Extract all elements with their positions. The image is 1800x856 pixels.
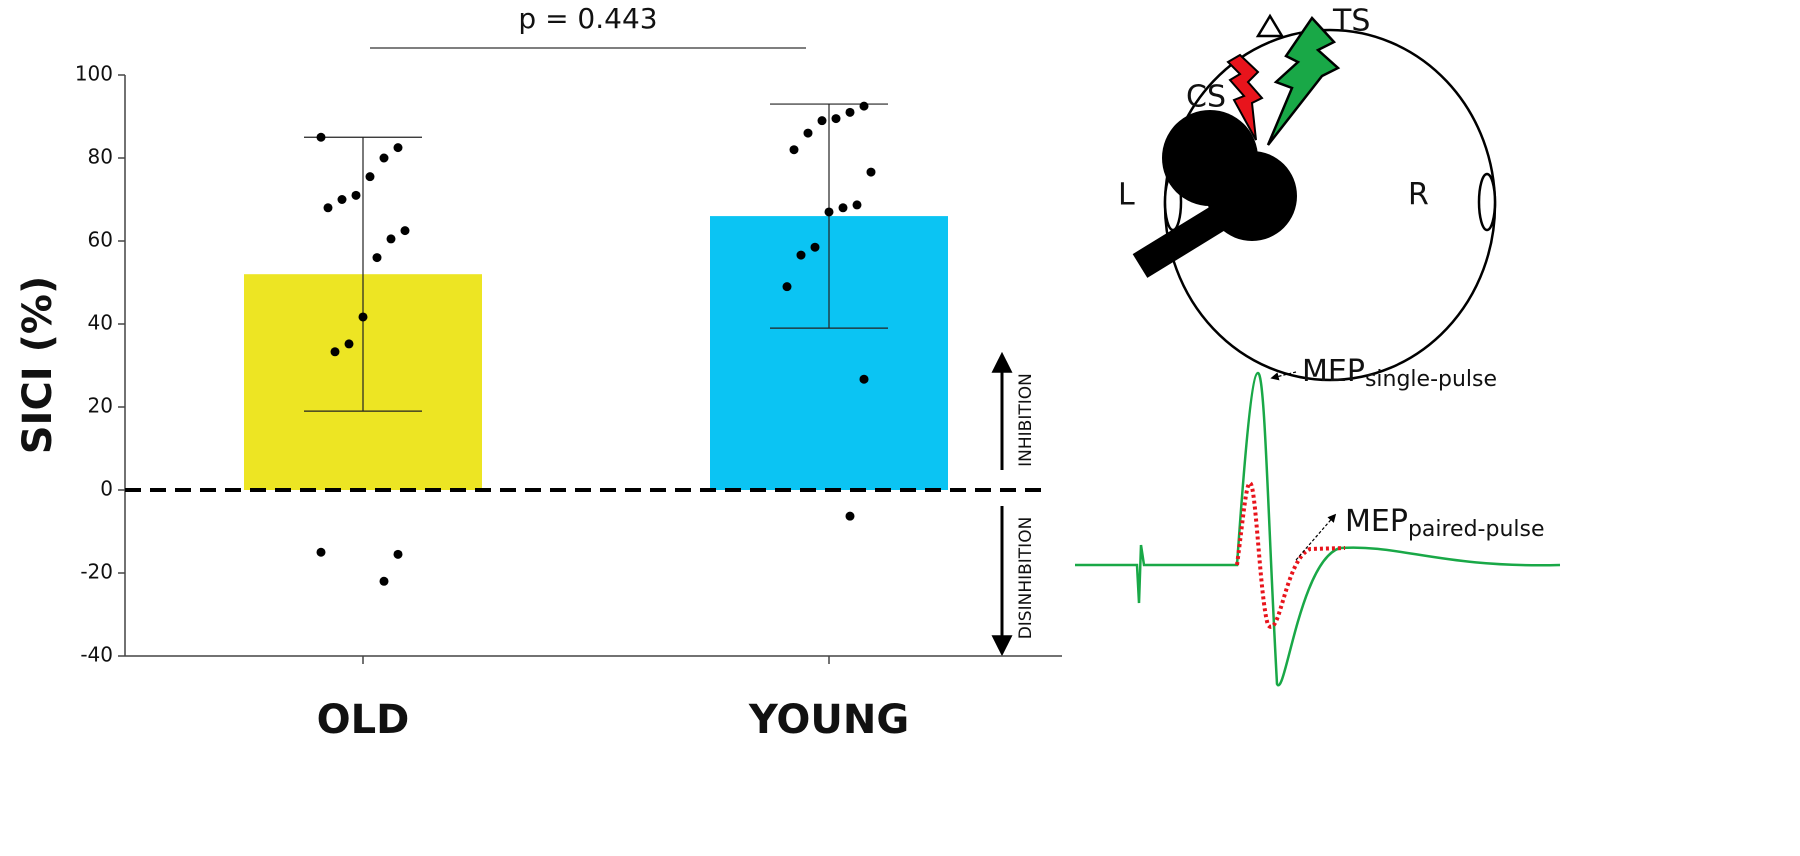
cs-label: CS [1186, 80, 1226, 115]
data-point [316, 132, 326, 142]
data-point [393, 143, 403, 153]
mep-subscript: paired-pulse [1408, 517, 1545, 542]
y-tick-label: 20 [88, 394, 113, 418]
y-tick-label: 100 [75, 62, 113, 86]
mep-single-label: MEPsingle-pulse [1302, 354, 1497, 393]
y-tick-label: 60 [88, 228, 113, 252]
data-point [351, 190, 361, 200]
data-point [859, 101, 869, 111]
y-tick-label: 0 [100, 477, 113, 501]
p-value: p = 0.443 [518, 2, 657, 35]
data-point [393, 549, 403, 559]
data-point [817, 116, 827, 126]
mep-text: MEP [1345, 504, 1408, 539]
data-point [866, 167, 876, 177]
ts-label: TS [1332, 4, 1370, 39]
x-tick-label: OLD [317, 697, 410, 743]
tms-diagram: TS CS L R [1118, 4, 1497, 382]
inhibition-label: INHIBITION [1016, 373, 1036, 467]
data-point [845, 107, 855, 117]
data-point [323, 203, 333, 213]
data-point [365, 172, 375, 182]
data-point [796, 250, 806, 260]
mep-paired-label: MEPpaired-pulse [1345, 504, 1545, 543]
right-label: R [1408, 178, 1429, 213]
data-point [358, 312, 368, 322]
data-point [789, 145, 799, 155]
data-point [344, 339, 354, 349]
data-point [859, 374, 869, 384]
data-point [379, 153, 389, 163]
data-point [316, 547, 326, 557]
y-tick-label: 80 [88, 145, 113, 169]
data-point [330, 347, 340, 357]
data-point [386, 234, 396, 244]
disinhibition-label: DISINHIBITION [1016, 517, 1036, 640]
data-point [824, 207, 834, 217]
mep-subscript: single-pulse [1365, 367, 1497, 392]
data-point [810, 242, 820, 252]
left-label: L [1118, 178, 1135, 213]
data-point [400, 226, 410, 236]
mep-diagram: MEPsingle-pulse MEPpaired-pulse [1075, 354, 1561, 687]
data-point [379, 576, 389, 586]
data-point [831, 114, 841, 124]
data-point [337, 195, 347, 204]
data-point [838, 203, 848, 213]
y-tick-label: -40 [80, 643, 113, 667]
data-point [852, 200, 862, 210]
x-tick-label: YOUNG [748, 697, 909, 743]
data-point [845, 511, 855, 521]
y-tick-label: -20 [80, 560, 113, 584]
y-axis-title: SICI (%) [15, 276, 61, 455]
data-point [782, 282, 792, 292]
data-point [372, 253, 382, 263]
y-tick-label: 40 [88, 311, 113, 335]
mep-text: MEP [1302, 354, 1365, 389]
data-point [803, 128, 813, 138]
